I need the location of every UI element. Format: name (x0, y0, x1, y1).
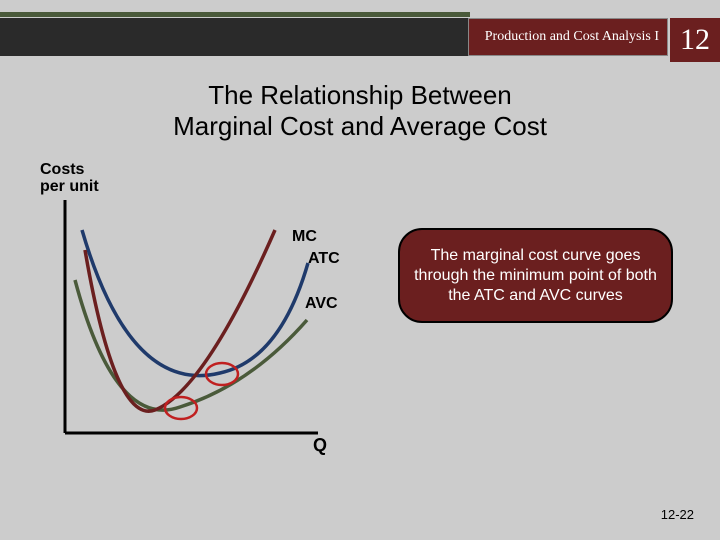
title-line1: The Relationship Between (208, 80, 512, 110)
mc-curve (85, 230, 275, 411)
y-label-line2: per unit (40, 178, 99, 195)
atc-label: ATC (308, 250, 340, 268)
y-axis-label: Costs per unit (40, 162, 99, 196)
avc-label: AVC (305, 295, 338, 313)
header-stripe (0, 12, 470, 17)
chapter-number: 12 (670, 18, 720, 62)
header-dark-block (0, 18, 468, 56)
mc-label: MC (292, 228, 317, 246)
header-main: Production and Cost Analysis I 12 (0, 18, 720, 56)
header-bar: Production and Cost Analysis I 12 (0, 8, 720, 52)
callout-box: The marginal cost curve goes through the… (398, 228, 673, 323)
y-label-line1: Costs (40, 161, 84, 178)
callout-text: The marginal cost curve goes through the… (414, 246, 657, 306)
slide-title: The Relationship Between Marginal Cost a… (0, 80, 720, 142)
x-axis-label: Q (313, 435, 327, 456)
header-section-title: Production and Cost Analysis I (468, 18, 668, 56)
title-line2: Marginal Cost and Average Cost (173, 111, 547, 141)
page-number: 12-22 (661, 507, 694, 522)
